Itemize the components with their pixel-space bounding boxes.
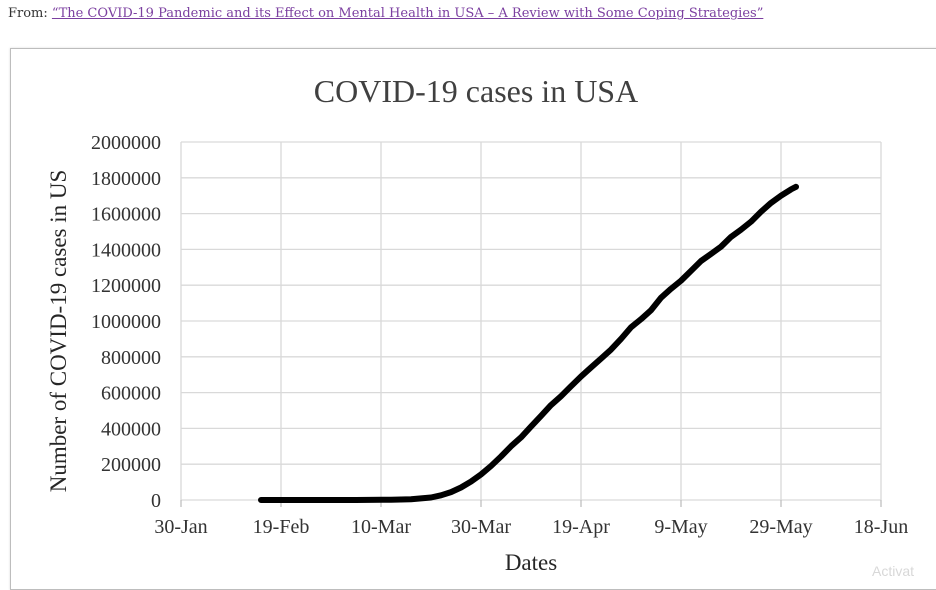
covid-cases-line-chart: COVID-19 cases in USA 0 200000 400000 60000… [46,73,908,575]
activation-watermark: Activat [872,563,915,579]
y-tick-label: 1000000 [91,311,161,333]
source-citation: From: “The COVID-19 Pandemic and its Eff… [8,6,763,21]
x-tick-label: 18-Jun [854,516,908,538]
chart-grid [180,141,882,507]
x-tick-label: 29-May [749,516,812,538]
x-tick-label: 10-Mar [351,516,411,538]
x-axis-ticks: 30-Jan 19-Feb 10-Mar 30-Mar 19-Apr 9-May 29-Ma… [154,516,908,538]
source-prefix: From: [8,6,48,21]
x-axis-title: Dates [505,550,557,575]
y-tick-label: 2000000 [91,132,161,154]
y-axis-title: Number of COVID-19 cases in US [46,170,71,493]
chart-title: COVID-19 cases in USA [314,73,638,109]
y-tick-label: 1200000 [91,275,161,297]
cases-series-line [258,183,799,503]
chart-series [258,183,799,503]
y-tick-label: 600000 [101,383,161,405]
y-tick-label: 400000 [101,418,161,440]
x-tick-label: 9-May [654,516,707,538]
y-axis-ticks: 0 200000 400000 600000 800000 1000000 1200000 1… [91,132,161,512]
y-tick-label: 0 [151,490,161,512]
x-tick-label: 19-Feb [253,516,310,538]
y-tick-label: 200000 [101,454,161,476]
y-tick-label: 1800000 [91,168,161,190]
y-tick-label: 1400000 [91,239,161,261]
x-tick-label: 30-Mar [451,516,511,538]
y-tick-label: 800000 [101,347,161,369]
x-tick-label: 30-Jan [154,516,207,538]
source-article-link[interactable]: “The COVID-19 Pandemic and its Effect on… [51,6,764,21]
y-tick-label: 1600000 [91,204,161,226]
chart-card: COVID-19 cases in USA 0 200000 400000 60000… [10,48,936,590]
x-tick-label: 19-Apr [552,516,610,538]
